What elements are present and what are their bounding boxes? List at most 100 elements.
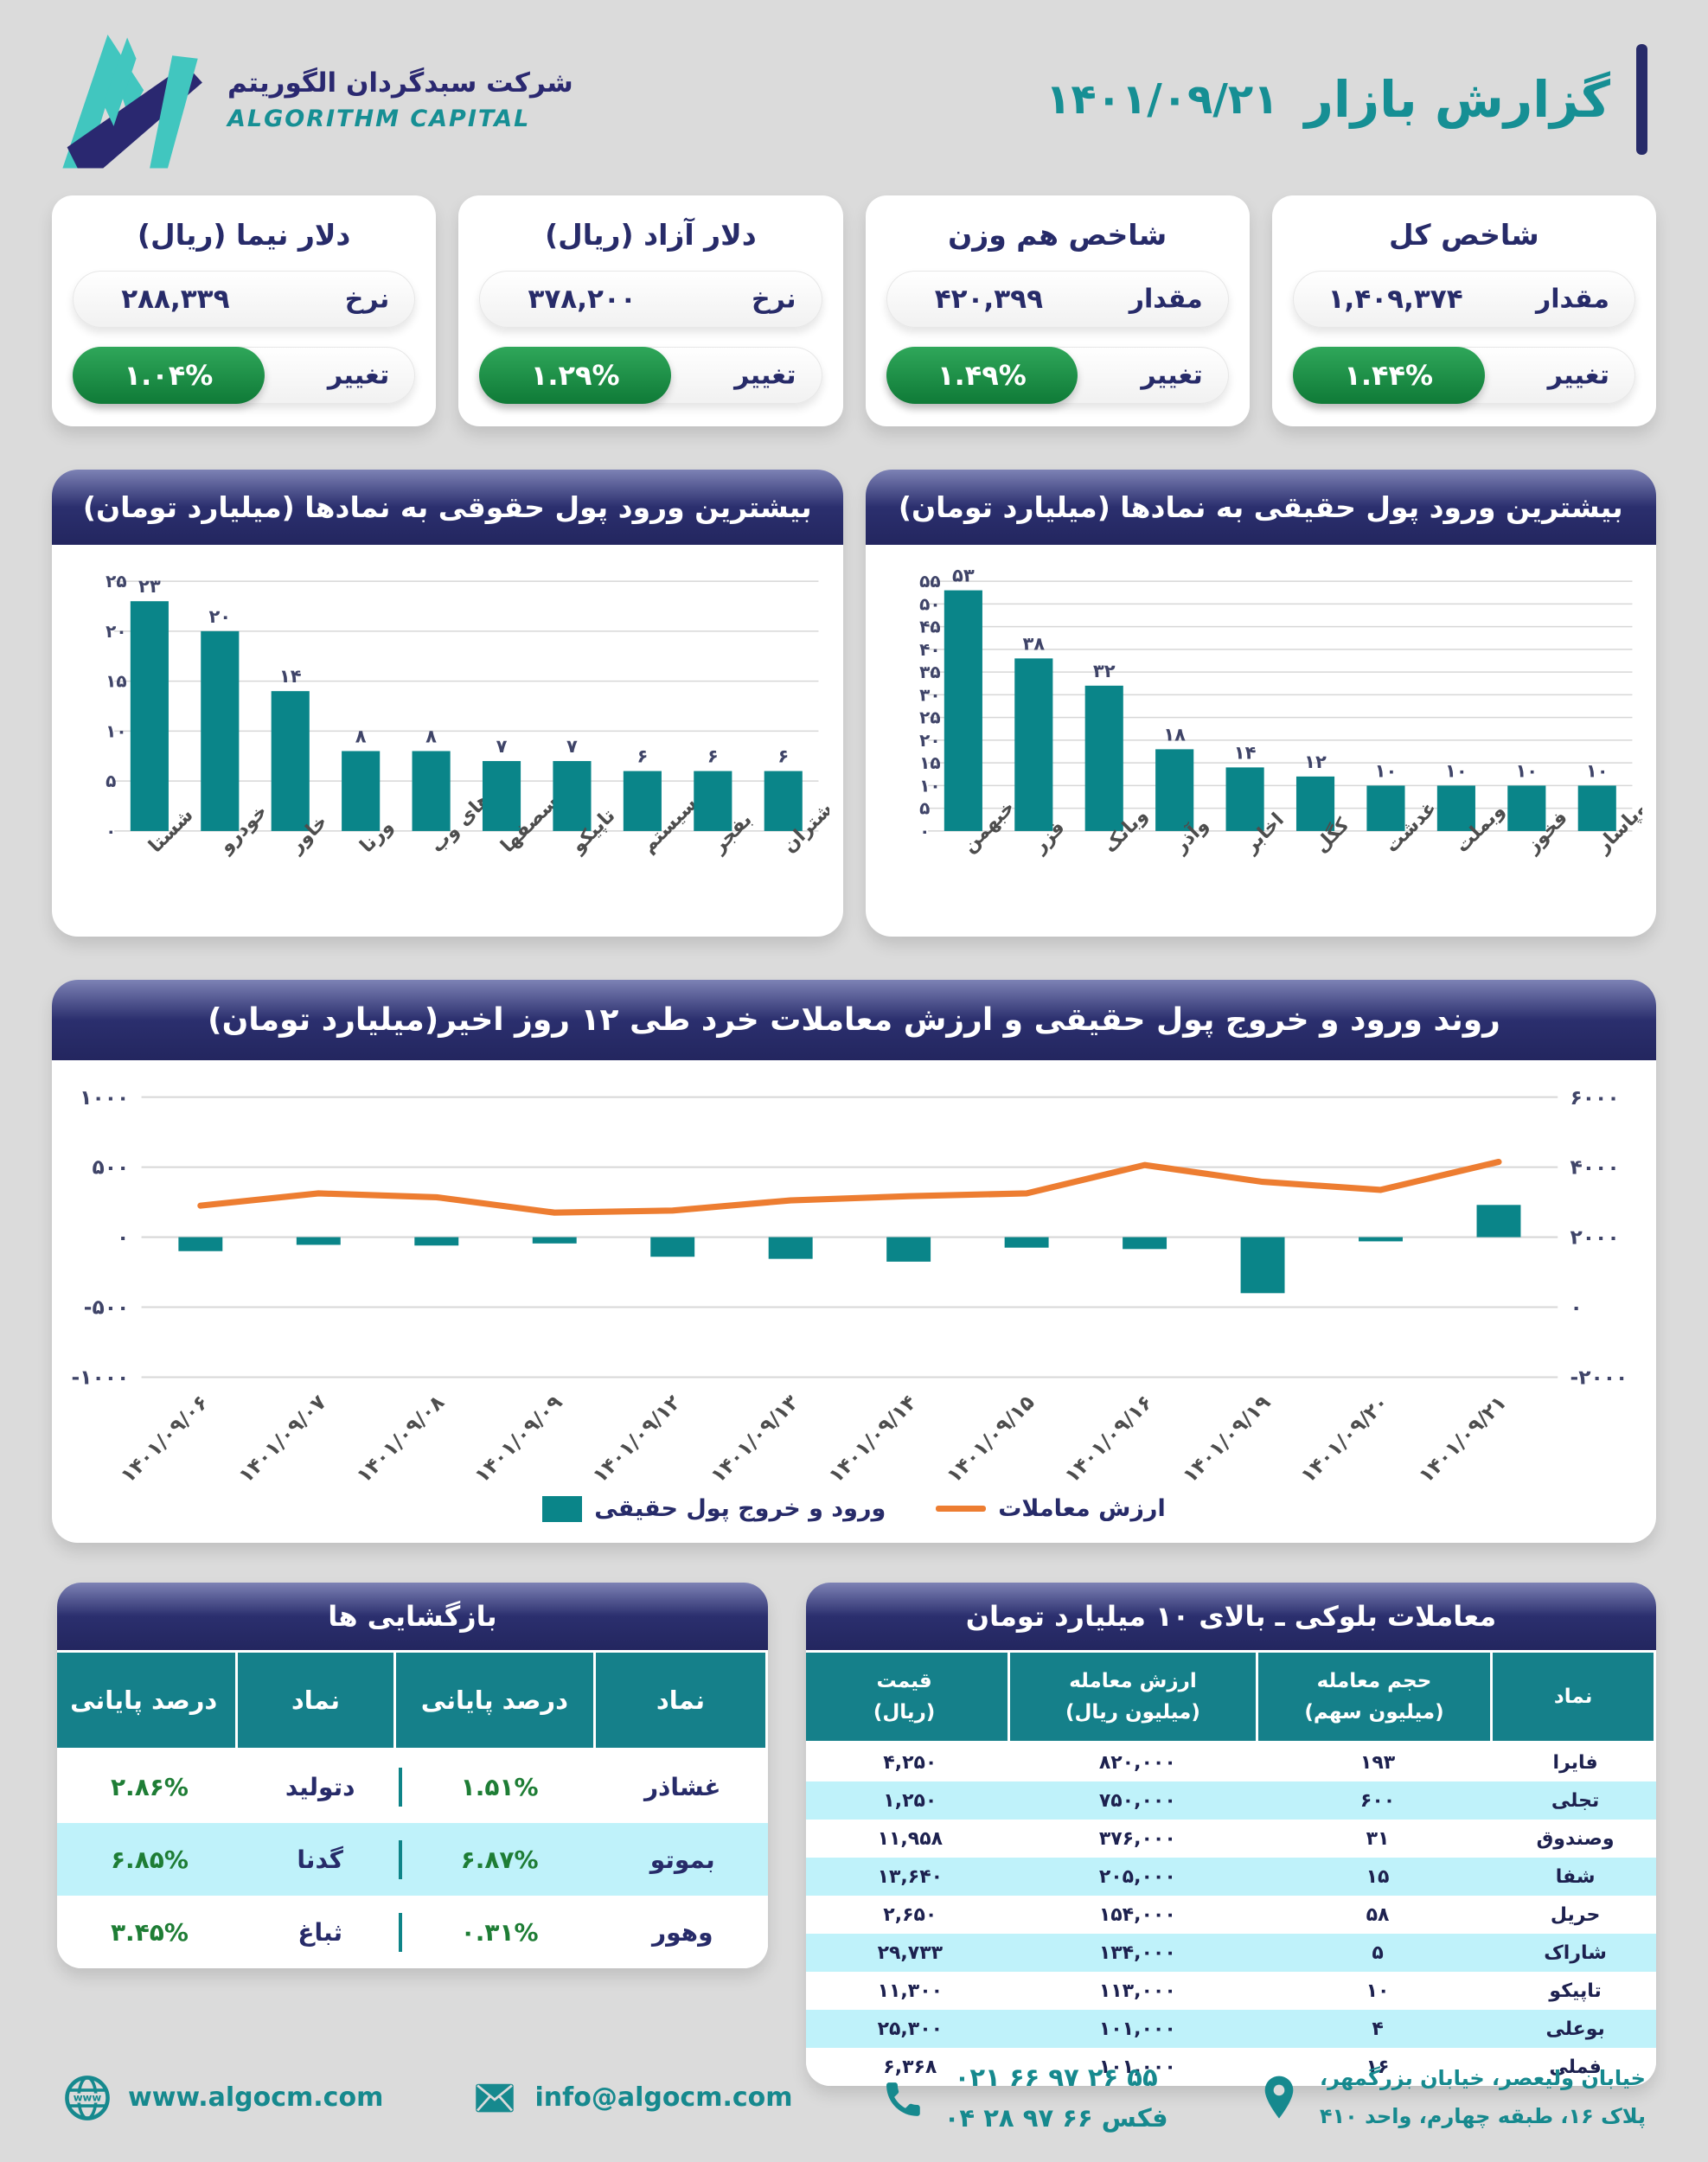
- value-cell: ۱۰۱,۰۰۰: [1098, 2056, 1176, 2078]
- svg-text:۵۳: ۵۳: [952, 565, 975, 586]
- symbol-cell: ثباغ: [297, 1917, 342, 1947]
- real-money-inflow-chart: ۵۵ ۵۰ ۴۵ ۴۰ ۳۵ ۳۰ ۲۵ ۲۰ ۱۵ ۱۰ ۵ ۰ ۵۳ خبهمن ۳۸ فزر ۳۲ وبان…: [866, 545, 1657, 937]
- bar-charts-row: بیشترین ورود پول حقیقی به نمادها (میلیار…: [0, 470, 1708, 937]
- value-cell: ۱۰: [1366, 1980, 1390, 2002]
- stat-change-pill: تغییر ۱.۲۹%: [479, 347, 822, 404]
- block-header-label: حجم معامله: [1316, 1670, 1432, 1693]
- svg-text:۲۳: ۲۳: [138, 575, 161, 597]
- svg-text:۱۰: ۱۰: [919, 775, 940, 796]
- stat-value-pill: مقدار ۱,۴۰۹,۳۷۴: [1292, 271, 1635, 328]
- stat-change-pill: تغییر ۱.۴۴%: [1292, 347, 1635, 404]
- line-legend-swatch: [936, 1506, 987, 1513]
- bar-ورنا: [342, 751, 381, 831]
- address-block: خیابان ولیعصر، خیابان بزرگمهر، پلاک ۱۶، …: [1320, 2060, 1646, 2134]
- flow-trend-svg: ۱۰۰۰ ۶۰۰۰ ۵۰۰ ۴۰۰۰ ۰ ۲۰۰۰ -۵۰۰ ۰ -۱۰۰۰ -۲۰۰۰ ۱۴۰۱/…: [71, 1085, 1628, 1488]
- flow-bar-۱۴۰۱/۰۹/۱۳: [768, 1237, 813, 1259]
- table-row: تاپیکو ۱۰ ۱۱۳,۰۰۰ ۱۱,۳۰۰: [805, 1972, 1656, 2011]
- block-header-cell: نماد: [1493, 1653, 1654, 1742]
- email-icon: [475, 2083, 514, 2112]
- value-cell: ۷۵۰,۰۰۰: [1098, 1789, 1176, 1812]
- stat-value-label: نرخ: [344, 284, 390, 315]
- stat-value-label: مقدار: [1535, 284, 1609, 315]
- block-trades-body: فایرا ۱۹۳ ۸۲۰,۰۰۰ ۴,۲۵۰ تجلی ۶۰۰ ۷۵۰,۰۰۰ ۱,۲۵۰ و…: [805, 1743, 1656, 2087]
- company-name-en: ALGORITHM CAPITAL: [227, 105, 531, 132]
- legal-money-inflow-panel: بیشترین ورود پول حقوقی به نمادها (میلیار…: [52, 470, 843, 937]
- svg-text:۱۴۰۱/۰۹/۱۶: ۱۴۰۱/۰۹/۱۶: [1059, 1391, 1157, 1488]
- phone-fax-block: ۰۲۱ ۶۶ ۹۷ ۲۶ ۵۵ فکس ۶۶ ۹۷ ۲۸ ۰۴: [944, 2057, 1168, 2138]
- value-cell: ۱۹۳: [1359, 1751, 1396, 1774]
- report-date: ۱۴۰۱/۰۹/۲۱: [1046, 75, 1279, 124]
- value-cell: ۱,۲۵۰: [883, 1789, 937, 1812]
- svg-text:۵۰۰: ۵۰۰: [92, 1155, 129, 1180]
- bar-شستا: [130, 601, 169, 831]
- symbol-cell: شاراک: [1544, 1941, 1607, 1964]
- block-header-unit: (ریال): [873, 1701, 936, 1724]
- bar-سیستم: [623, 771, 662, 831]
- footer: www www.algocm.com info@algocm.com ۰۲۱ ۶…: [0, 2057, 1708, 2138]
- reopen-header-cell: نماد: [238, 1653, 393, 1749]
- svg-text:۸: ۸: [425, 725, 437, 746]
- svg-text:۱۵: ۱۵: [106, 671, 126, 692]
- reopen-header-cell: درصد پایانی: [57, 1653, 236, 1749]
- flow-bar-۱۴۰۱/۰۹/۱۴: [886, 1237, 931, 1263]
- real-money-inflow-svg: ۵۵۵۰۴۵۴۰۳۵۳۰۲۵۲۰۱۵۱۰۵۰۵۳خبهمن۳۸فزر۳۲وبان…: [919, 565, 1642, 858]
- table-row: وصندوق ۳۱ ۳۷۶,۰۰۰ ۱۱,۹۵۸: [805, 1820, 1656, 1858]
- svg-text:۱۴۰۱/۰۹/۰۷: ۱۴۰۱/۰۹/۰۷: [233, 1391, 331, 1488]
- stat-value-pill: نرخ ۲۸۸,۳۳۹: [73, 271, 416, 328]
- flow-bar-۱۴۰۱/۰۹/۰۶: [178, 1237, 223, 1251]
- closing-percent-cell: ۶.۸۵%: [110, 1845, 189, 1874]
- svg-text:۰: ۰: [106, 821, 116, 841]
- bar-شتران: [764, 771, 803, 831]
- phone-icon: [886, 2082, 920, 2116]
- value-cell: ۲۰۵,۰۰۰: [1098, 1865, 1176, 1888]
- svg-text:۱۸: ۱۸: [1163, 723, 1186, 745]
- reopenings-body: غشاذر ۱.۵۱% دتولید ۲.۸۶% بموتو ۶.۸۷% گدنا ۶.۸۵%…: [57, 1750, 768, 1969]
- svg-text:۷: ۷: [566, 735, 578, 757]
- symbol-cell: دتولید: [285, 1772, 355, 1801]
- phone-number: ۰۲۱ ۶۶ ۹۷ ۲۶ ۵۵: [954, 2063, 1158, 2093]
- svg-text:۳۵: ۳۵: [919, 662, 940, 682]
- block-trades-header: نماد حجم معامله (میلیون سهم) ارزش معامله (می…: [805, 1650, 1656, 1744]
- stat-cards-row: شاخص کل مقدار ۱,۴۰۹,۳۷۴ تغییر ۱.۴۴% شاخص هم و…: [0, 195, 1708, 426]
- flow-bar-۱۴۰۱/۰۹/۱۹: [1240, 1237, 1285, 1294]
- flow-bar-۱۴۰۱/۰۹/۱۵: [1004, 1237, 1049, 1248]
- flow-bar-۱۴۰۱/۰۹/۲۱: [1476, 1205, 1521, 1238]
- bar-های وب: [412, 751, 451, 831]
- symbol-cell: گدنا: [297, 1845, 343, 1874]
- closing-percent-cell: ۰.۳۱%: [398, 1912, 598, 1952]
- svg-text:۶: ۶: [707, 745, 719, 767]
- stat-card: دلار آزاد (ریال) نرخ ۳۷۸,۲۰۰ تغییر ۱.۲۹%: [458, 195, 843, 426]
- block-header-unit: (میلیون سهم): [1304, 1701, 1444, 1724]
- symbol-cell: غشاذر: [643, 1772, 721, 1801]
- svg-text:۱۴۰۱/۰۹/۱۴: ۱۴۰۱/۰۹/۱۴: [823, 1391, 921, 1488]
- svg-text:۶: ۶: [777, 745, 789, 767]
- svg-text:۵: ۵: [919, 798, 930, 819]
- value-cell: ۳۷۶,۰۰۰: [1098, 1827, 1176, 1850]
- value-cell: ۱۶: [1366, 2056, 1390, 2078]
- symbol-cell: شفا: [1555, 1865, 1596, 1888]
- table-row: بوعلی ۴ ۱۰۱,۰۰۰ ۲۵,۳۰۰: [805, 2010, 1656, 2049]
- symbol-cell: بموتو: [649, 1845, 715, 1874]
- bars-legend-label: ورود و خروج پول حقیقی: [594, 1495, 886, 1523]
- value-cell: ۲۹,۷۳۳: [877, 1941, 944, 1964]
- block-trades-title: معاملات بلوکی ـ بالای ۱۰ میلیارد تومان: [805, 1583, 1656, 1651]
- stat-change-label: تغییر: [1547, 360, 1609, 391]
- block-header-cell: قیمت (ریال): [805, 1653, 1008, 1742]
- svg-text:۴۰۰۰: ۴۰۰۰: [1570, 1155, 1619, 1180]
- svg-text:۵۵: ۵۵: [919, 571, 940, 592]
- bar-خبهمن: [944, 590, 982, 831]
- stat-change-badge: ۱.۰۴%: [73, 347, 265, 404]
- flow-bar-۱۴۰۱/۰۹/۱۲: [650, 1237, 695, 1257]
- stat-value-label: نرخ: [751, 284, 796, 315]
- flow-bar-۱۴۰۱/۰۹/۰۷: [296, 1237, 341, 1245]
- reopen-header-cell: نماد: [596, 1653, 765, 1749]
- value-cell: ۱۱,۳۰۰: [877, 1980, 944, 2002]
- email-link[interactable]: info@algocm.com: [534, 2082, 793, 2114]
- symbol-cell: تاپیکو: [1549, 1980, 1602, 2002]
- svg-text:۲۰: ۲۰: [106, 621, 126, 642]
- symbol-cell: فملی: [1549, 2056, 1602, 2078]
- bar-سصفها: [482, 761, 521, 831]
- block-header-label: نماد: [1553, 1685, 1593, 1709]
- flow-trend-panel: روند ورود و خروج پول حقیقی و ارزش معاملا…: [52, 980, 1656, 1544]
- website-link[interactable]: www.algocm.com: [128, 2082, 384, 2114]
